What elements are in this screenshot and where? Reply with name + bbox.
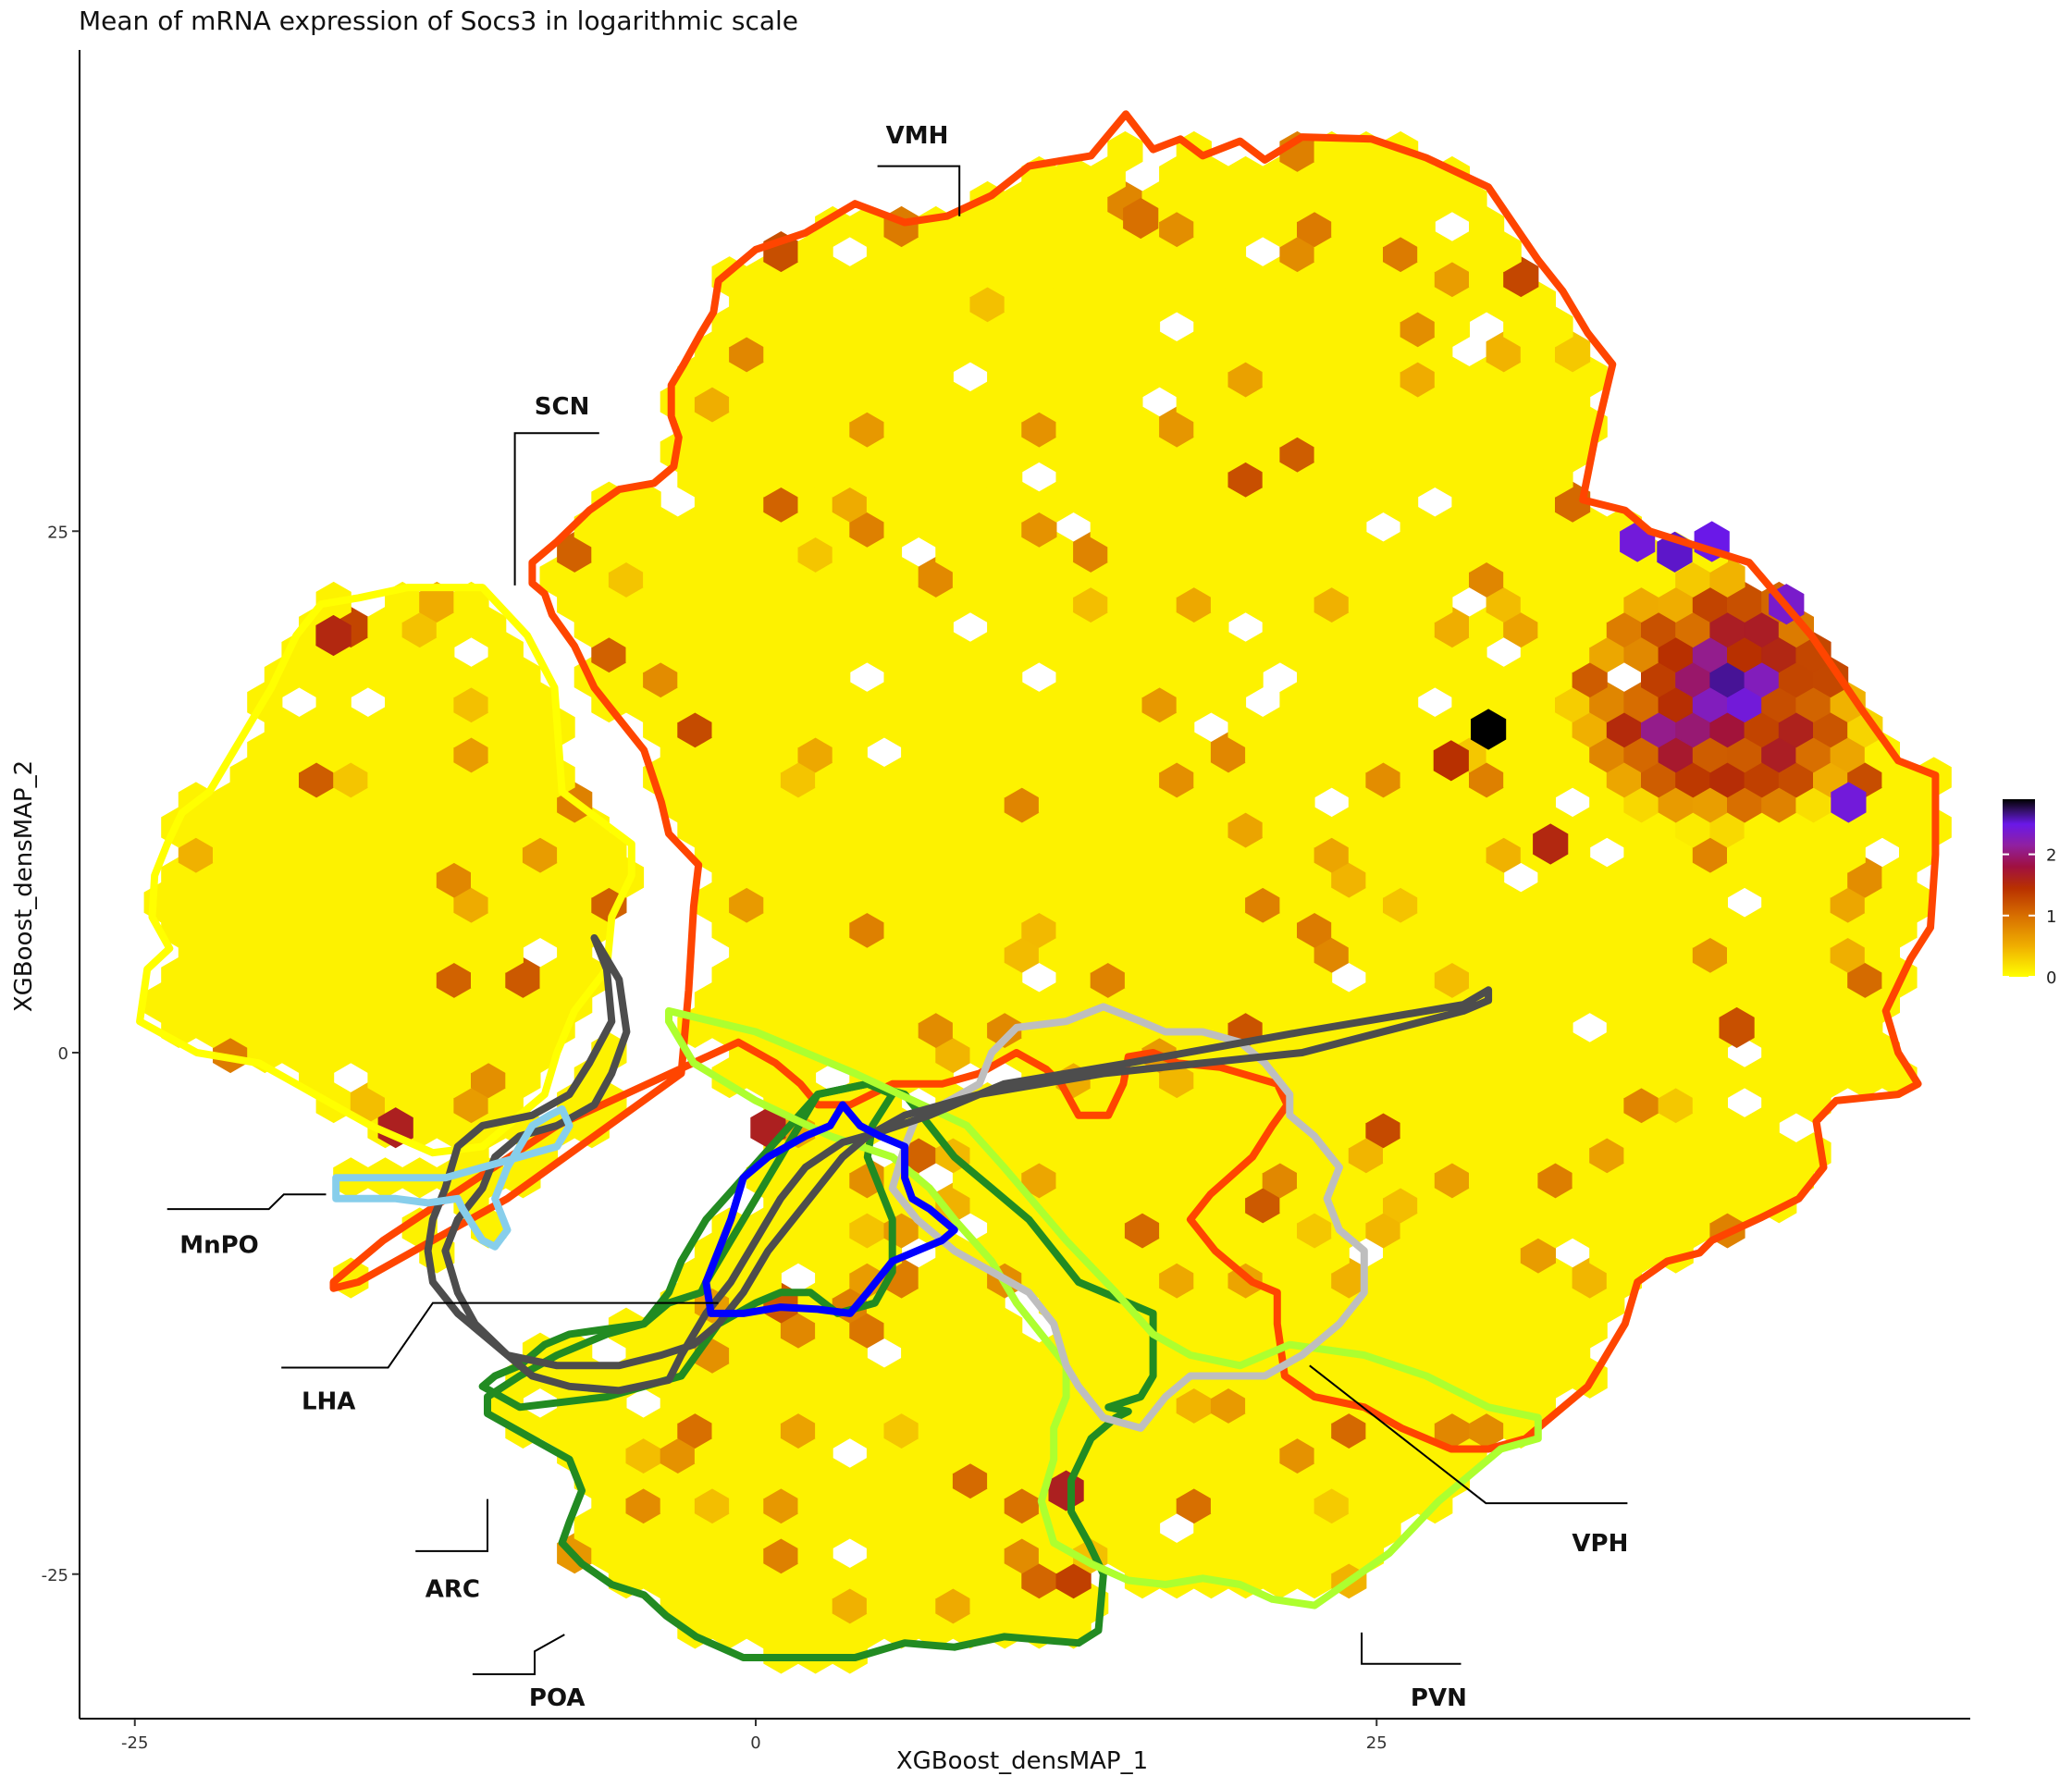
x-axis-title: XGBoost_densMAP_1 xyxy=(896,1747,1148,1775)
region-label-pvn: PVN xyxy=(1411,1684,1467,1712)
region-outline-mnpo xyxy=(332,1104,574,1251)
chart-title: Mean of mRNA expression of Socs3 in loga… xyxy=(79,6,798,36)
legend-colorbar xyxy=(2003,799,2035,977)
hex-bin-highlight xyxy=(1433,740,1469,782)
region-label-lha: LHA xyxy=(302,1388,355,1416)
legend-tick-label: 0 xyxy=(2046,968,2056,988)
hexbin-layer xyxy=(143,130,1952,1674)
leader-line-arc xyxy=(415,1498,488,1552)
y-axis-title: XGBoost_densMAP_2 xyxy=(10,760,38,1012)
color-legend: 0 1 2 xyxy=(2003,799,2056,988)
legend-tick-label: 1 xyxy=(2046,907,2056,927)
region-outlines xyxy=(136,110,1940,1661)
y-tick-label: 25 xyxy=(47,523,68,542)
region-label-mnpo: MnPO xyxy=(179,1232,259,1260)
y-tick-label: 0 xyxy=(58,1044,68,1064)
region-label-scn: SCN xyxy=(535,393,590,421)
leader-line-vmh xyxy=(877,165,961,216)
leader-line-poa xyxy=(472,1634,565,1675)
hex-bin xyxy=(1107,130,1143,172)
region-outline-poa xyxy=(484,1079,1157,1661)
region-outline-vph xyxy=(888,1003,1368,1432)
region-label-vph: VPH xyxy=(1572,1530,1628,1558)
hex-bin-highlight xyxy=(1831,782,1867,823)
region-labels: VMH SCN PVN ARC POA LHA MnPO VPH xyxy=(166,122,1628,1712)
y-tick-label: -25 xyxy=(42,1566,68,1585)
x-tick-label: 0 xyxy=(750,1733,760,1753)
hex-bin xyxy=(625,481,661,523)
region-label-poa: POA xyxy=(529,1684,586,1712)
region-outline-lha xyxy=(424,934,1493,1395)
leader-line-lha xyxy=(281,1301,719,1369)
region-outline-pvn xyxy=(665,1006,1542,1610)
hex-bin-highlight xyxy=(315,614,352,657)
legend-tick-label: 2 xyxy=(2046,846,2056,866)
leader-line-scn xyxy=(513,432,599,586)
hex-bin-highlight xyxy=(1123,197,1159,240)
leader-line-vph xyxy=(1309,1364,1628,1505)
region-outline-scn xyxy=(136,584,635,1157)
hex-bin-highlight xyxy=(1719,1006,1755,1048)
region-label-vmh: VMH xyxy=(886,122,949,150)
leader-line-pvn xyxy=(1361,1632,1462,1665)
hex-bin-highlight xyxy=(1471,709,1507,750)
region-outline-unlabeled xyxy=(702,1101,958,1317)
leader-line-mnpo xyxy=(166,1193,327,1211)
hex-bin-highlight xyxy=(1533,823,1569,865)
region-outline-vmh xyxy=(329,110,1940,1453)
x-tick-label: 25 xyxy=(1366,1733,1388,1753)
axes: -25 0 25 -25 0 25 xyxy=(42,50,1970,1753)
region-label-arc: ARC xyxy=(426,1576,480,1604)
x-tick-label: -25 xyxy=(121,1733,148,1753)
